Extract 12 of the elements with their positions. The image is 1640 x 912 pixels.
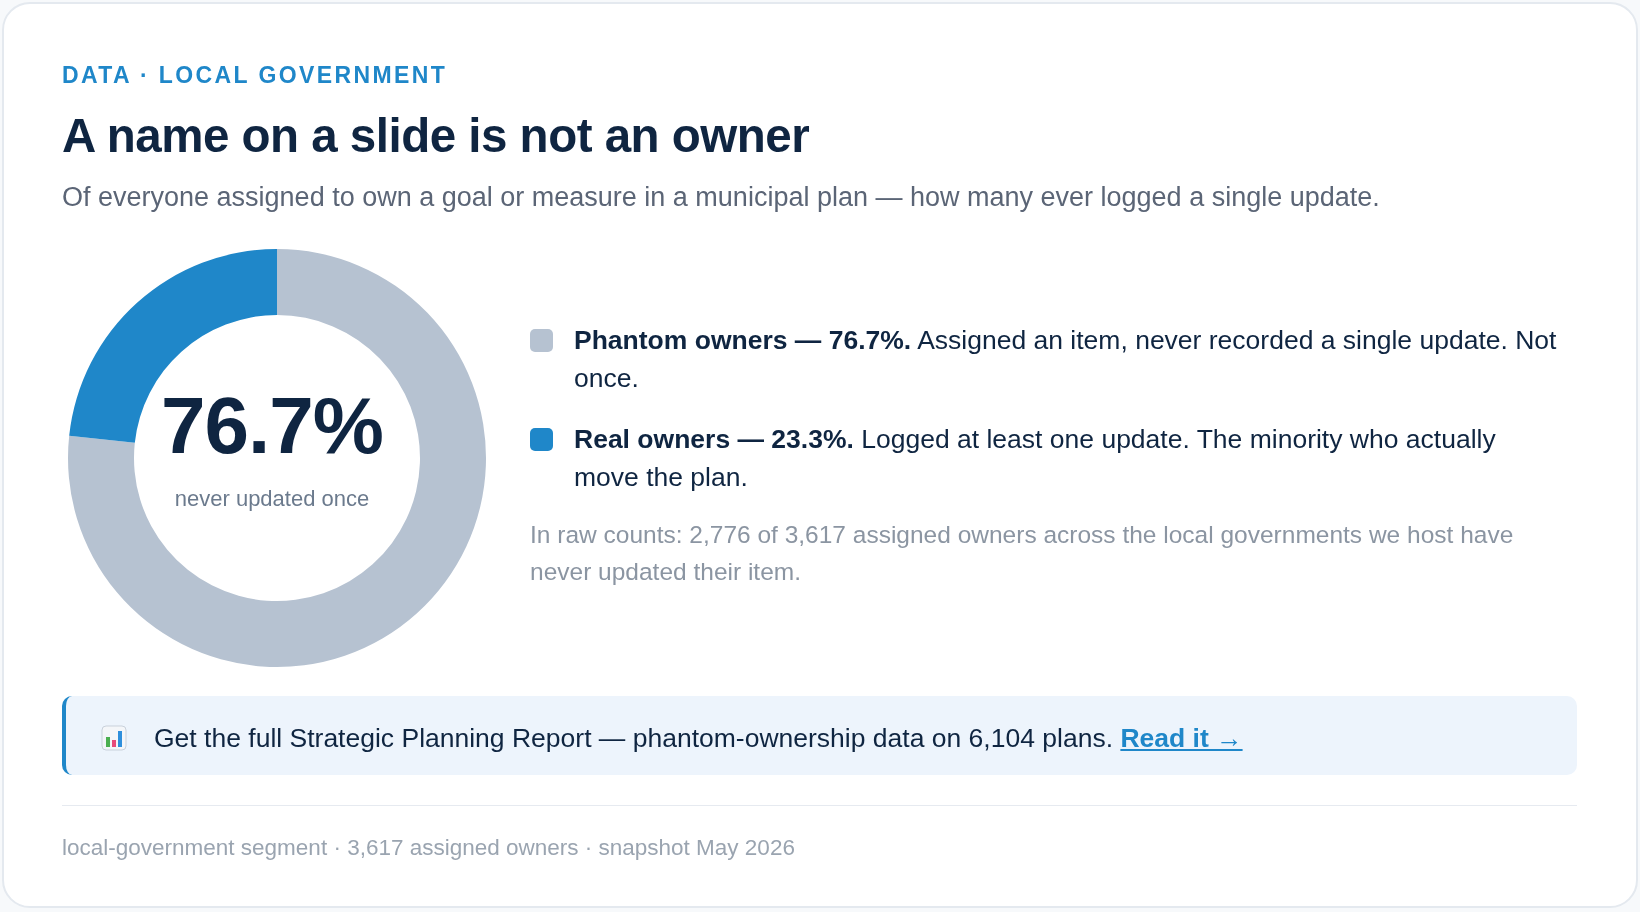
legend-label: Real owners — 23.3%. xyxy=(574,424,854,455)
text: local-government segment · 3,617 assigned owners · snapshot May 2026 xyxy=(62,834,795,862)
text: Get the full Strategic Planning Report — phantom-ownership data on 6,104 plans. xyxy=(154,723,1113,753)
text: DATA · LOCAL GOVERNMENT xyxy=(62,61,448,90)
text: Read it → xyxy=(1120,723,1243,753)
text: 76.7% xyxy=(160,381,384,471)
donut-slice xyxy=(68,249,486,667)
text: In raw counts: 2,776 of 3,617 assigned owners across the local governments we host have never updated their item. xyxy=(530,520,1515,588)
chart-subtitle: Of everyone assigned to own a goal or measure in a municipal plan — how many ever logged a single update. xyxy=(62,181,1380,214)
legend-label: Phantom owners — 76.7%. xyxy=(574,325,912,355)
text: never updated once xyxy=(173,485,371,513)
chart-title: A name on a slide is not an owner xyxy=(62,108,810,164)
